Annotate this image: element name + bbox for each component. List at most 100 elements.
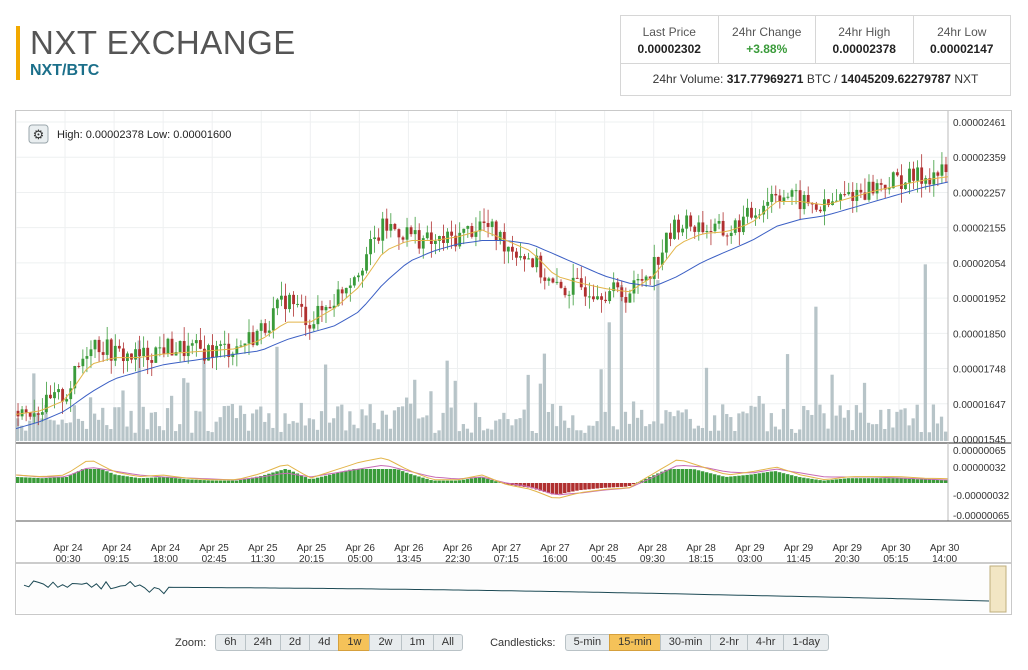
volume-bar: [174, 431, 178, 441]
macd-histogram-bar: [328, 474, 332, 483]
candle-body: [20, 409, 24, 417]
volume-bar: [40, 418, 44, 441]
macd-histogram-bar: [603, 483, 608, 488]
candle-button-2-hr[interactable]: 2-hr: [710, 634, 747, 651]
volume-bar: [482, 430, 486, 441]
candle-body: [944, 164, 948, 173]
macd-histogram-bar: [806, 478, 810, 483]
macd-histogram-bar: [558, 483, 563, 494]
volume-bar: [76, 418, 81, 441]
price-axis: 0.00002461 0.00002359 0.00002257 0.00002155…: [953, 118, 1006, 446]
volume-bar: [911, 418, 915, 441]
macd-panel: [15, 443, 949, 521]
volume-btc: 317.77969271: [726, 72, 804, 86]
volume-bar: [818, 404, 822, 441]
candle-body: [510, 246, 514, 252]
candle-body: [871, 181, 875, 194]
candle-body: [393, 223, 397, 230]
ma-slow-line: [15, 181, 949, 430]
candle-button-30-min[interactable]: 30-min: [659, 634, 711, 651]
volume-bar: [842, 417, 846, 441]
volume-bar: [737, 413, 741, 441]
volume-bar: [368, 404, 372, 441]
volume-bar: [405, 397, 409, 441]
volume-bar: [437, 430, 441, 441]
gear-icon: ⚙: [33, 127, 45, 142]
candle-body: [438, 236, 441, 241]
candle-body: [105, 339, 109, 355]
volume-bar: [721, 404, 725, 441]
x-tick-time: 11:45: [786, 554, 811, 565]
candle-button-5-min[interactable]: 5-min: [564, 634, 610, 651]
chart-settings-button[interactable]: ⚙: [28, 124, 49, 144]
macd-histogram-bar: [571, 483, 575, 492]
volume-bar: [360, 409, 364, 441]
macd-histogram-bar: [550, 483, 555, 495]
candle-body: [697, 222, 701, 232]
macd-histogram-bar: [506, 483, 510, 485]
volume-bar: [279, 431, 283, 441]
candle-body: [478, 221, 482, 232]
candle-body: [567, 294, 571, 296]
candle-body: [535, 255, 539, 268]
macd-histogram-bar: [214, 480, 219, 483]
x-tick-time: 20:15: [299, 554, 324, 565]
macd-histogram-bar: [48, 477, 52, 483]
volume-bar: [875, 424, 879, 441]
x-tick-date: Apr 26: [394, 543, 424, 554]
volume-bar: [850, 430, 854, 441]
macd-histogram-bar: [676, 469, 680, 483]
volume-bar: [348, 411, 352, 441]
candle-body: [575, 277, 579, 279]
macd-histogram-bar: [696, 470, 701, 483]
zoom-button-24h[interactable]: 24h: [244, 634, 280, 651]
volume-bar: [356, 428, 360, 441]
volume-bar: [178, 424, 182, 441]
candle-body: [243, 343, 247, 346]
volume-bar: [332, 418, 336, 441]
macd-histogram-bar: [348, 469, 352, 483]
zoom-button-all[interactable]: All: [432, 634, 464, 651]
candle-button-1-day[interactable]: 1-day: [783, 634, 829, 651]
candle-body: [559, 281, 563, 288]
macd-histogram-bar: [656, 473, 660, 483]
macd-histogram-bar: [417, 476, 421, 483]
macd-histogram-bar: [360, 469, 364, 483]
macd-histogram-bar: [899, 478, 903, 483]
candle-body: [490, 221, 494, 227]
volume-bar: [24, 430, 28, 441]
macd-histogram-bar: [595, 483, 599, 489]
candle-body: [340, 289, 344, 294]
volume-bar: [684, 409, 688, 441]
candle-button-15-min[interactable]: 15-min: [609, 634, 660, 651]
candle-body: [721, 220, 725, 236]
candle-body: [271, 308, 275, 331]
zoom-button-1m[interactable]: 1m: [400, 634, 433, 651]
candle-body: [527, 258, 531, 260]
zoom-button-6h[interactable]: 6h: [215, 634, 245, 651]
macd-histogram-bar: [368, 469, 372, 483]
volume-bar: [218, 417, 222, 441]
macd-signal-line: [15, 464, 949, 496]
volume-bar: [631, 401, 636, 441]
volume-bar: [648, 424, 652, 441]
candle-button-4-hr[interactable]: 4-hr: [746, 634, 784, 651]
chart-svg[interactable]: 0.00002461 0.00002359 0.00002257 0.00002155…: [15, 111, 1011, 614]
ticker-stats: Last Price 0.00002302 24hr Change +3.88%…: [620, 15, 1011, 96]
zoom-button-1w[interactable]: 1w: [338, 634, 370, 651]
zoom-button-4d[interactable]: 4d: [309, 634, 339, 651]
volume-bar: [567, 427, 571, 441]
macd-histogram-bar: [802, 477, 806, 483]
candle-body: [397, 229, 401, 238]
price-chart[interactable]: 0.00002461 0.00002359 0.00002257 0.00002155…: [15, 110, 1012, 615]
candle-body: [142, 347, 146, 357]
volume-bar: [534, 432, 538, 441]
candle-body: [348, 285, 352, 288]
y-tick-label: 0.00002461: [953, 118, 1006, 129]
zoom-button-2d[interactable]: 2d: [279, 634, 310, 651]
zoom-button-2w[interactable]: 2w: [369, 634, 401, 651]
candle-body: [365, 254, 368, 271]
macd-histogram-bar: [392, 469, 397, 483]
candle-body: [640, 279, 644, 281]
macd-histogram-bar: [186, 479, 190, 483]
